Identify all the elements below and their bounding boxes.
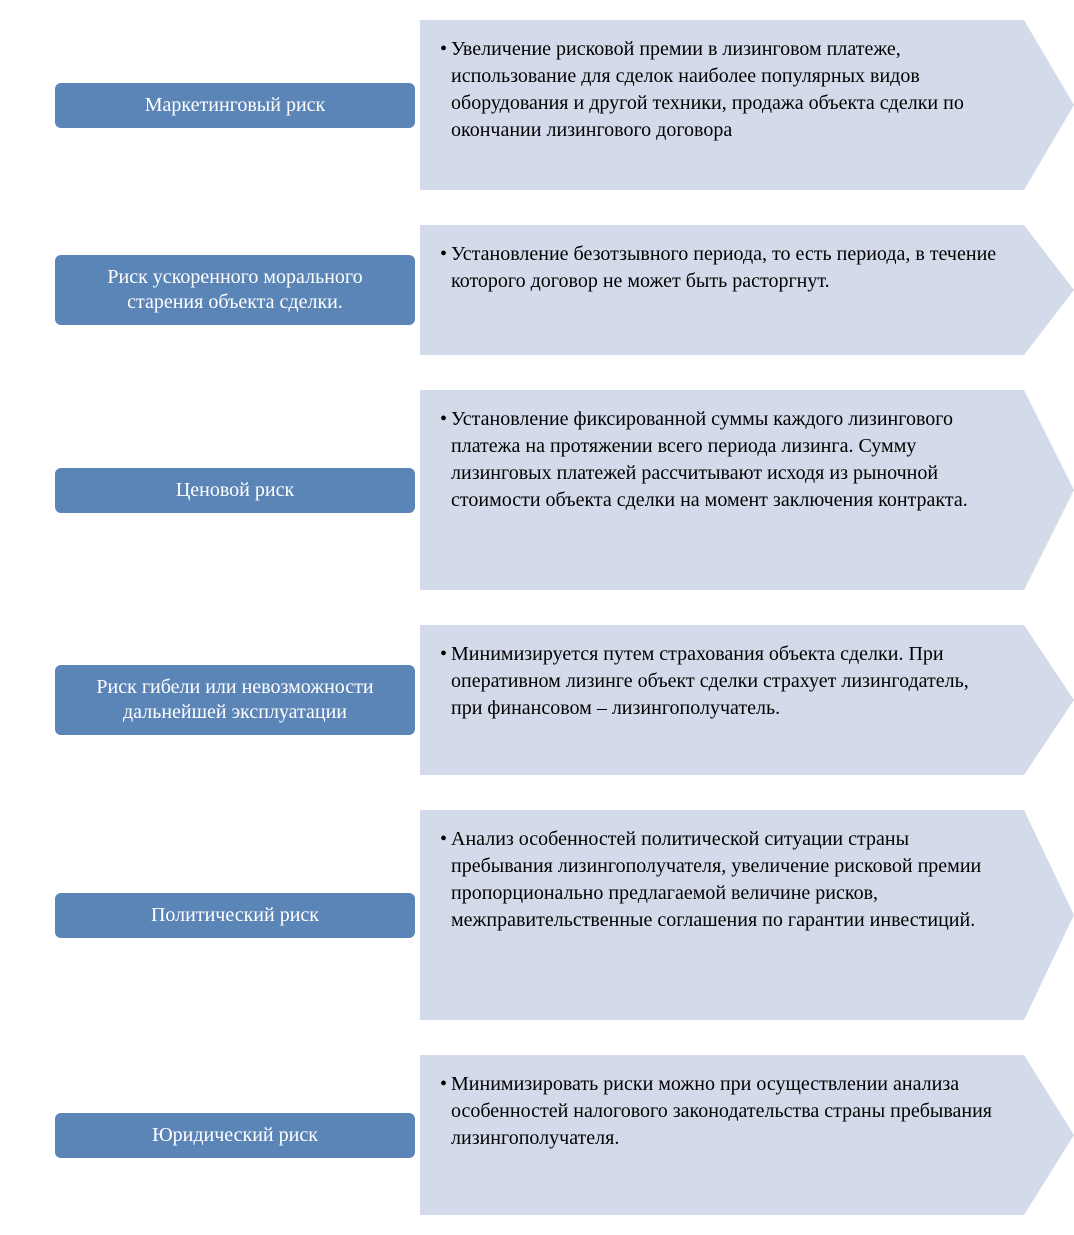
risk-description: Установление фиксированной суммы каждого…: [451, 406, 1004, 514]
risk-description: Минимизируется путем страхования объекта…: [451, 641, 1004, 722]
risk-description: Установление безотзывного периода, то ес…: [451, 241, 1004, 295]
arrow-wrapper: •Увеличение рисковой премии в лизинговом…: [420, 20, 1074, 190]
arrow-body: •Увеличение рисковой премии в лизинговом…: [420, 20, 1024, 190]
bullet-icon: •: [440, 241, 447, 268]
arrow-body: •Анализ особенностей политической ситуац…: [420, 810, 1024, 1020]
arrow-head-icon: [1024, 810, 1074, 1020]
risk-row: Юридический риск •Минимизировать риски мо…: [0, 1055, 1074, 1215]
arrow-head-icon: [1024, 1055, 1074, 1215]
risk-label: Риск гибели или невозможности дальнейшей…: [55, 665, 415, 735]
risk-description-wrapper: •Анализ особенностей политической ситуац…: [440, 826, 1004, 934]
risk-description-wrapper: •Увеличение рисковой премии в лизинговом…: [440, 36, 1004, 144]
risk-label: Маркетинговый риск: [55, 83, 415, 128]
bullet-icon: •: [440, 36, 447, 63]
bullet-icon: •: [440, 826, 447, 853]
risk-description-wrapper: •Минимизировать риски можно при осуществ…: [440, 1071, 1004, 1152]
risk-description-wrapper: •Установление фиксированной суммы каждог…: [440, 406, 1004, 514]
bullet-icon: •: [440, 641, 447, 668]
arrow-body: •Минимизировать риски можно при осуществ…: [420, 1055, 1024, 1215]
arrow-body: •Установление фиксированной суммы каждог…: [420, 390, 1024, 590]
risk-row: Ценовой риск •Установление фиксированной …: [0, 390, 1074, 590]
arrow-wrapper: •Установление фиксированной суммы каждог…: [420, 390, 1074, 590]
risk-row: Маркетинговый риск •Увеличение рисковой п…: [0, 20, 1074, 190]
risk-row: Риск ускоренного морального старения объ…: [0, 225, 1074, 355]
risk-label: Политический риск: [55, 893, 415, 938]
arrow-head-icon: [1024, 390, 1074, 590]
risk-diagram: Маркетинговый риск•Увеличение рисковой п…: [0, 20, 1074, 1215]
risk-label: Юридический риск: [55, 1113, 415, 1158]
bullet-icon: •: [440, 406, 447, 433]
arrow-head-icon: [1024, 20, 1074, 190]
arrow-wrapper: •Минимизируется путем страхования объект…: [420, 625, 1074, 775]
arrow-wrapper: •Минимизировать риски можно при осуществ…: [420, 1055, 1074, 1215]
arrow-wrapper: •Анализ особенностей политической ситуац…: [420, 810, 1074, 1020]
arrow-body: •Минимизируется путем страхования объект…: [420, 625, 1024, 775]
arrow-wrapper: •Установление безотзывного периода, то е…: [420, 225, 1074, 355]
bullet-icon: •: [440, 1071, 447, 1098]
risk-row: Политический риск •Анализ особенностей по…: [0, 810, 1074, 1020]
risk-label: Риск ускоренного морального старения объ…: [55, 255, 415, 325]
risk-description: Анализ особенностей политической ситуаци…: [451, 826, 1004, 934]
risk-description: Минимизировать риски можно при осуществл…: [451, 1071, 1004, 1152]
risk-description-wrapper: •Минимизируется путем страхования объект…: [440, 641, 1004, 722]
risk-row: Риск гибели или невозможности дальнейшей…: [0, 625, 1074, 775]
risk-description: Увеличение рисковой премии в лизинговом …: [451, 36, 1004, 144]
risk-label: Ценовой риск: [55, 468, 415, 513]
arrow-head-icon: [1024, 625, 1074, 775]
arrow-head-icon: [1024, 225, 1074, 355]
arrow-body: •Установление безотзывного периода, то е…: [420, 225, 1024, 355]
risk-description-wrapper: •Установление безотзывного периода, то е…: [440, 241, 1004, 295]
